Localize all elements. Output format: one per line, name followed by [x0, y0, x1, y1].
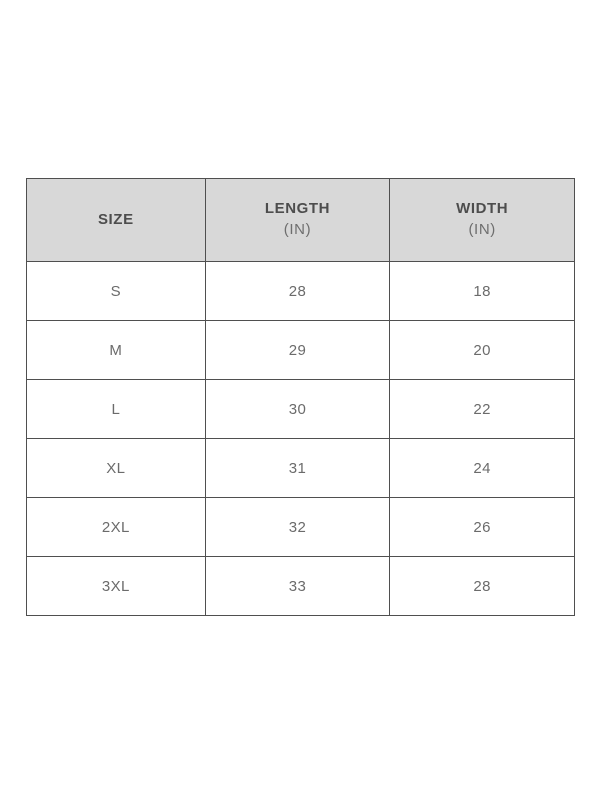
- column-header-size: SIZE: [26, 178, 206, 262]
- length-cell: 33: [204, 556, 391, 616]
- size-cell: M: [26, 320, 206, 380]
- table-row: XL 31 24: [26, 438, 575, 498]
- table-row: S 28 18: [26, 261, 575, 321]
- size-cell: S: [26, 261, 206, 321]
- width-cell: 18: [389, 261, 575, 321]
- column-header-width: WIDTH (IN): [389, 178, 575, 262]
- length-cell: 29: [204, 320, 391, 380]
- width-column-label: WIDTH: [456, 200, 509, 218]
- length-cell: 32: [204, 497, 391, 557]
- width-cell: 20: [389, 320, 575, 380]
- size-cell: L: [26, 379, 206, 439]
- size-cell: 3XL: [26, 556, 206, 616]
- width-column-unit: (IN): [468, 221, 496, 238]
- size-column-label: SIZE: [97, 210, 134, 228]
- column-header-length: LENGTH (IN): [204, 178, 391, 262]
- size-cell: 2XL: [26, 497, 206, 557]
- table-row: M 29 20: [26, 320, 575, 380]
- table-row: L 30 22: [26, 379, 575, 439]
- length-cell: 31: [204, 438, 391, 498]
- table-row: 3XL 33 28: [26, 556, 575, 616]
- size-cell: XL: [26, 438, 206, 498]
- length-cell: 28: [204, 261, 391, 321]
- width-cell: 26: [389, 497, 575, 557]
- table-row: 2XL 32 26: [26, 497, 575, 557]
- size-chart-table: SIZE LENGTH (IN) WIDTH (IN) S 28 18 M 29…: [26, 178, 575, 616]
- width-cell: 22: [389, 379, 575, 439]
- header-row: SIZE LENGTH (IN) WIDTH (IN): [26, 178, 575, 262]
- width-cell: 28: [389, 556, 575, 616]
- length-column-label: LENGTH: [264, 200, 331, 218]
- length-column-unit: (IN): [283, 221, 312, 238]
- length-cell: 30: [204, 379, 391, 439]
- width-cell: 24: [389, 438, 575, 498]
